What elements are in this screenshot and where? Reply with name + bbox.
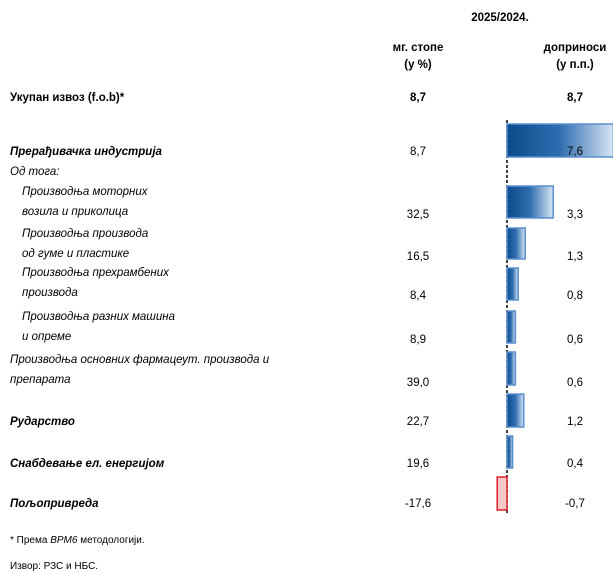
contribution: 8,7 xyxy=(567,92,583,104)
rate: 8,4 xyxy=(410,290,427,302)
contribution: 0,6 xyxy=(567,377,583,389)
bar xyxy=(506,310,517,344)
rate: 39,0 xyxy=(407,377,429,389)
col-header: доприноси xyxy=(544,42,607,54)
row-label: и опреме xyxy=(22,331,71,343)
contribution: 1,2 xyxy=(567,416,583,428)
contribution: 3,3 xyxy=(567,209,583,221)
rate: 22,7 xyxy=(407,416,429,428)
row-label: од гуме и пластике xyxy=(22,248,129,260)
bar xyxy=(496,476,508,511)
rate: 8,7 xyxy=(410,92,426,104)
row-label: Пољопривреда xyxy=(10,498,99,510)
col-header: (у п.п.) xyxy=(556,59,594,71)
row-label: Прерађивачка индустрија xyxy=(10,146,163,158)
contribution: 7,6 xyxy=(567,146,583,158)
bar xyxy=(506,351,517,386)
rate: 32,5 xyxy=(407,209,429,221)
row-label: Производња прехрамбених xyxy=(22,267,170,279)
contribution: 0,6 xyxy=(567,334,583,346)
col-header: (у %) xyxy=(404,59,432,71)
source: Извор: РЗС и НБС. xyxy=(10,561,98,572)
bar xyxy=(506,393,525,428)
footnote: * Према BPM6 методологији. xyxy=(10,535,145,546)
footnote-part: BPM6 xyxy=(50,535,78,546)
bar xyxy=(506,267,519,301)
bar xyxy=(506,185,554,219)
bar xyxy=(506,435,514,469)
rate: -17,6 xyxy=(405,498,431,510)
bar xyxy=(506,227,526,260)
row-label: Рударство xyxy=(10,416,75,428)
bar xyxy=(506,123,613,158)
row-label: Производња производа xyxy=(22,228,148,240)
row-label: Производња моторних xyxy=(22,186,149,198)
footnote-part: * Према xyxy=(10,535,50,546)
row-label: Производња разних машина xyxy=(22,311,175,323)
footnote-part: методологији. xyxy=(77,535,144,546)
contribution: 1,3 xyxy=(567,251,583,263)
row-label: Снабдевање ел. енергијом xyxy=(10,458,165,470)
contribution: -0,7 xyxy=(565,498,585,510)
rate: 8,9 xyxy=(410,334,426,346)
row-label: препарата xyxy=(10,374,70,386)
rate: 8,7 xyxy=(410,146,426,158)
rate: 16,5 xyxy=(407,251,429,263)
contribution: 0,4 xyxy=(567,458,584,470)
row-label: Укупан извоз (f.o.b)* xyxy=(10,92,125,104)
row-label: производа xyxy=(22,287,78,299)
period: 2025/2024. xyxy=(471,12,529,24)
row-label: Производња основних фармацеут. производа… xyxy=(10,354,270,366)
row-label: возила и приколица xyxy=(22,206,128,218)
rate: 19,6 xyxy=(407,458,429,470)
col-header: мг. стопе xyxy=(393,42,444,54)
contribution: 0,8 xyxy=(567,290,583,302)
row-label: Од тога: xyxy=(10,166,59,178)
